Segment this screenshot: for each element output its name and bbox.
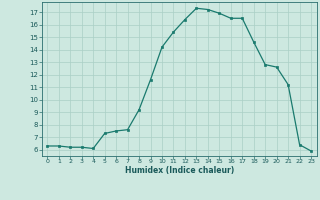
X-axis label: Humidex (Indice chaleur): Humidex (Indice chaleur) — [124, 166, 234, 175]
